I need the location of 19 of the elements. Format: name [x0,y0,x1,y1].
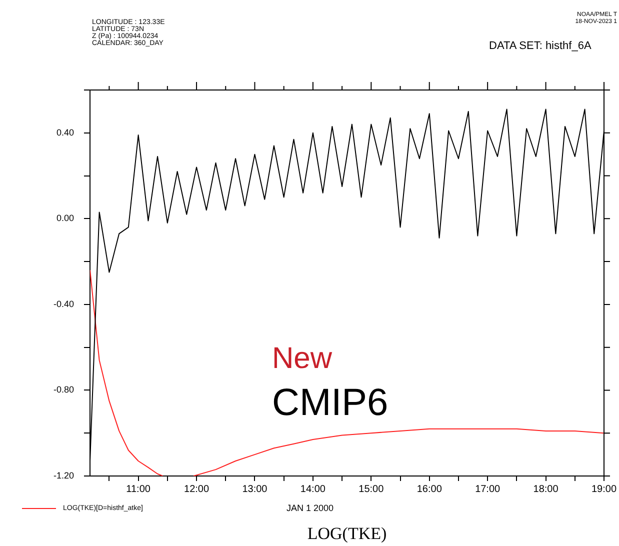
annotation: CMIP6 [272,382,388,425]
x-tick-label: 15:00 [358,484,384,495]
x-tick-label: 17:00 [475,484,501,495]
y-tick-label: 0.00 [56,213,74,224]
annotation: New [272,342,332,376]
x-tick-label: 14:00 [300,484,326,495]
x-tick-label: 16:00 [416,484,442,495]
y-tick-label: -1.20 [53,470,74,480]
x-tick-label: 11:00 [126,484,151,495]
x-tick-label: 19:00 [591,484,617,495]
text: LOG(TKE) [307,524,387,544]
text: DATA SET: histhf_6A [489,40,592,52]
y-tick-label: -0.40 [53,298,74,309]
y-tick-label: -0.80 [53,384,74,395]
x-tick-label: 12:00 [184,484,210,495]
x-tick-label: 13:00 [242,484,268,495]
y-tick-label: 0.40 [56,127,74,138]
x-axis-title: JAN 1 2000 [286,503,334,513]
x-tick-label: 18:00 [533,484,559,495]
